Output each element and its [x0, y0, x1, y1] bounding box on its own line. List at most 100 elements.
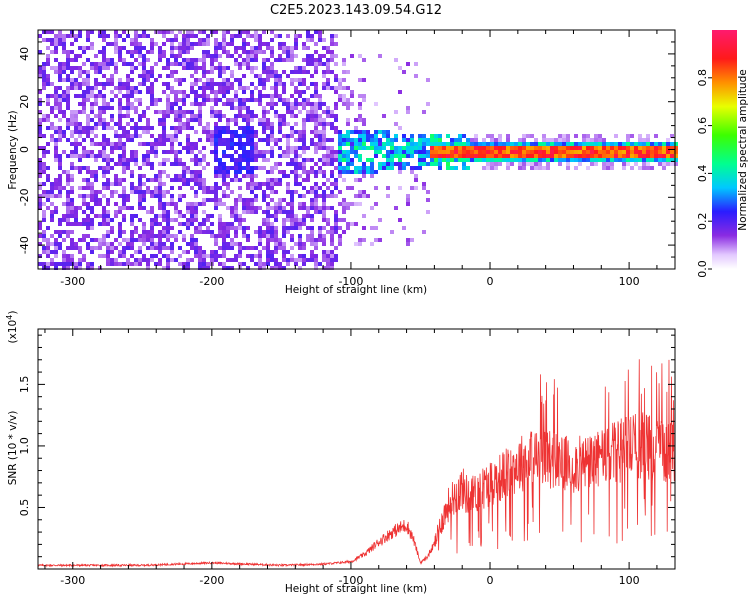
heatmap-cell — [102, 46, 106, 50]
heatmap-cell — [454, 150, 458, 154]
heatmap-cell — [222, 94, 226, 98]
heatmap-cell — [82, 150, 86, 154]
heatmap-cell — [178, 126, 182, 130]
heatmap-cell — [138, 194, 142, 198]
heatmap-cell — [138, 50, 142, 54]
heatmap-cell — [86, 82, 90, 86]
heatmap-cell — [398, 146, 402, 150]
heatmap-cell — [334, 118, 338, 122]
heatmap-cell — [282, 266, 286, 270]
heatmap-cell — [294, 218, 298, 222]
heatmap-cell — [338, 238, 342, 242]
heatmap-cell — [586, 134, 590, 138]
heatmap-cell — [86, 78, 90, 82]
heatmap-cell — [638, 166, 642, 170]
heatmap-cell — [98, 154, 102, 158]
heatmap-cell — [90, 86, 94, 90]
heatmap-cell — [242, 62, 246, 66]
heatmap-cell — [294, 214, 298, 218]
heatmap-cell — [490, 162, 494, 166]
heatmap-cell — [298, 94, 302, 98]
heatmap-cell — [102, 238, 106, 242]
heatmap-cell — [194, 246, 198, 250]
heatmap-cell — [90, 94, 94, 98]
heatmap-cell — [134, 30, 138, 34]
heatmap-cell — [318, 186, 322, 190]
heatmap-cell — [306, 238, 310, 242]
heatmap-cell — [262, 58, 266, 62]
heatmap-cell — [82, 90, 86, 94]
heatmap-cell — [114, 62, 118, 66]
heatmap-cell — [134, 38, 138, 42]
heatmap-cell — [258, 34, 262, 38]
heatmap-cell — [250, 138, 254, 142]
heatmap-cell — [442, 158, 446, 162]
heatmap-cell — [274, 162, 278, 166]
heatmap-cell — [214, 158, 218, 162]
heatmap-cell — [70, 238, 74, 242]
heatmap-cell — [54, 266, 58, 270]
heatmap-cell — [186, 34, 190, 38]
heatmap-cell — [86, 170, 90, 174]
heatmap-cell — [230, 226, 234, 230]
heatmap-cell — [298, 182, 302, 186]
heatmap-cell — [90, 198, 94, 202]
heatmap-cell — [190, 202, 194, 206]
heatmap-cell — [258, 266, 262, 270]
heatmap-cell — [290, 158, 294, 162]
heatmap-cell — [666, 146, 670, 150]
heatmap-cell — [490, 150, 494, 154]
heatmap-cell — [198, 250, 202, 254]
heatmap-cell — [270, 214, 274, 218]
heatmap-cell — [146, 230, 150, 234]
heatmap-cell — [486, 154, 490, 158]
heatmap-cell — [242, 262, 246, 266]
heatmap-cell — [402, 70, 406, 74]
heatmap-cell — [274, 166, 278, 170]
heatmap-cell — [602, 138, 606, 142]
heatmap-cell — [366, 170, 370, 174]
heatmap-cell — [278, 170, 282, 174]
heatmap-cell — [302, 42, 306, 46]
heatmap-cell — [486, 158, 490, 162]
heatmap-cell — [298, 154, 302, 158]
heatmap-cell — [182, 50, 186, 54]
heatmap-cell — [90, 182, 94, 186]
heatmap-cell — [406, 194, 410, 198]
heatmap-cell — [226, 186, 230, 190]
heatmap-cell — [314, 134, 318, 138]
heatmap-cell — [590, 142, 594, 146]
heatmap-cell — [314, 194, 318, 198]
heatmap-cell — [274, 90, 278, 94]
heatmap-cell — [138, 206, 142, 210]
heatmap-cell — [390, 162, 394, 166]
heatmap-cell — [598, 142, 602, 146]
heatmap-cell — [350, 202, 354, 206]
heatmap-cell — [310, 62, 314, 66]
heatmap-cell — [234, 202, 238, 206]
heatmap-cell — [102, 146, 106, 150]
heatmap-cell — [314, 58, 318, 62]
heatmap-cell — [190, 66, 194, 70]
heatmap-cell — [534, 146, 538, 150]
heatmap-cell — [318, 54, 322, 58]
heatmap-cell — [266, 250, 270, 254]
heatmap-cell — [246, 154, 250, 158]
heatmap-cell — [510, 142, 514, 146]
heatmap-cell — [602, 142, 606, 146]
heatmap-cell — [510, 162, 514, 166]
heatmap-cell — [314, 150, 318, 154]
heatmap-cell — [410, 138, 414, 142]
heatmap-cell — [350, 102, 354, 106]
heatmap-cell — [258, 230, 262, 234]
heatmap-cell — [342, 94, 346, 98]
heatmap-cell — [226, 54, 230, 58]
heatmap-cell — [306, 190, 310, 194]
heatmap-cell — [158, 190, 162, 194]
heatmap-cell — [234, 90, 238, 94]
heatmap-cell — [62, 94, 66, 98]
heatmap-cell — [106, 154, 110, 158]
x-tick-label: -100 — [338, 275, 363, 288]
heatmap-cell — [402, 166, 406, 170]
heatmap-cell — [158, 230, 162, 234]
